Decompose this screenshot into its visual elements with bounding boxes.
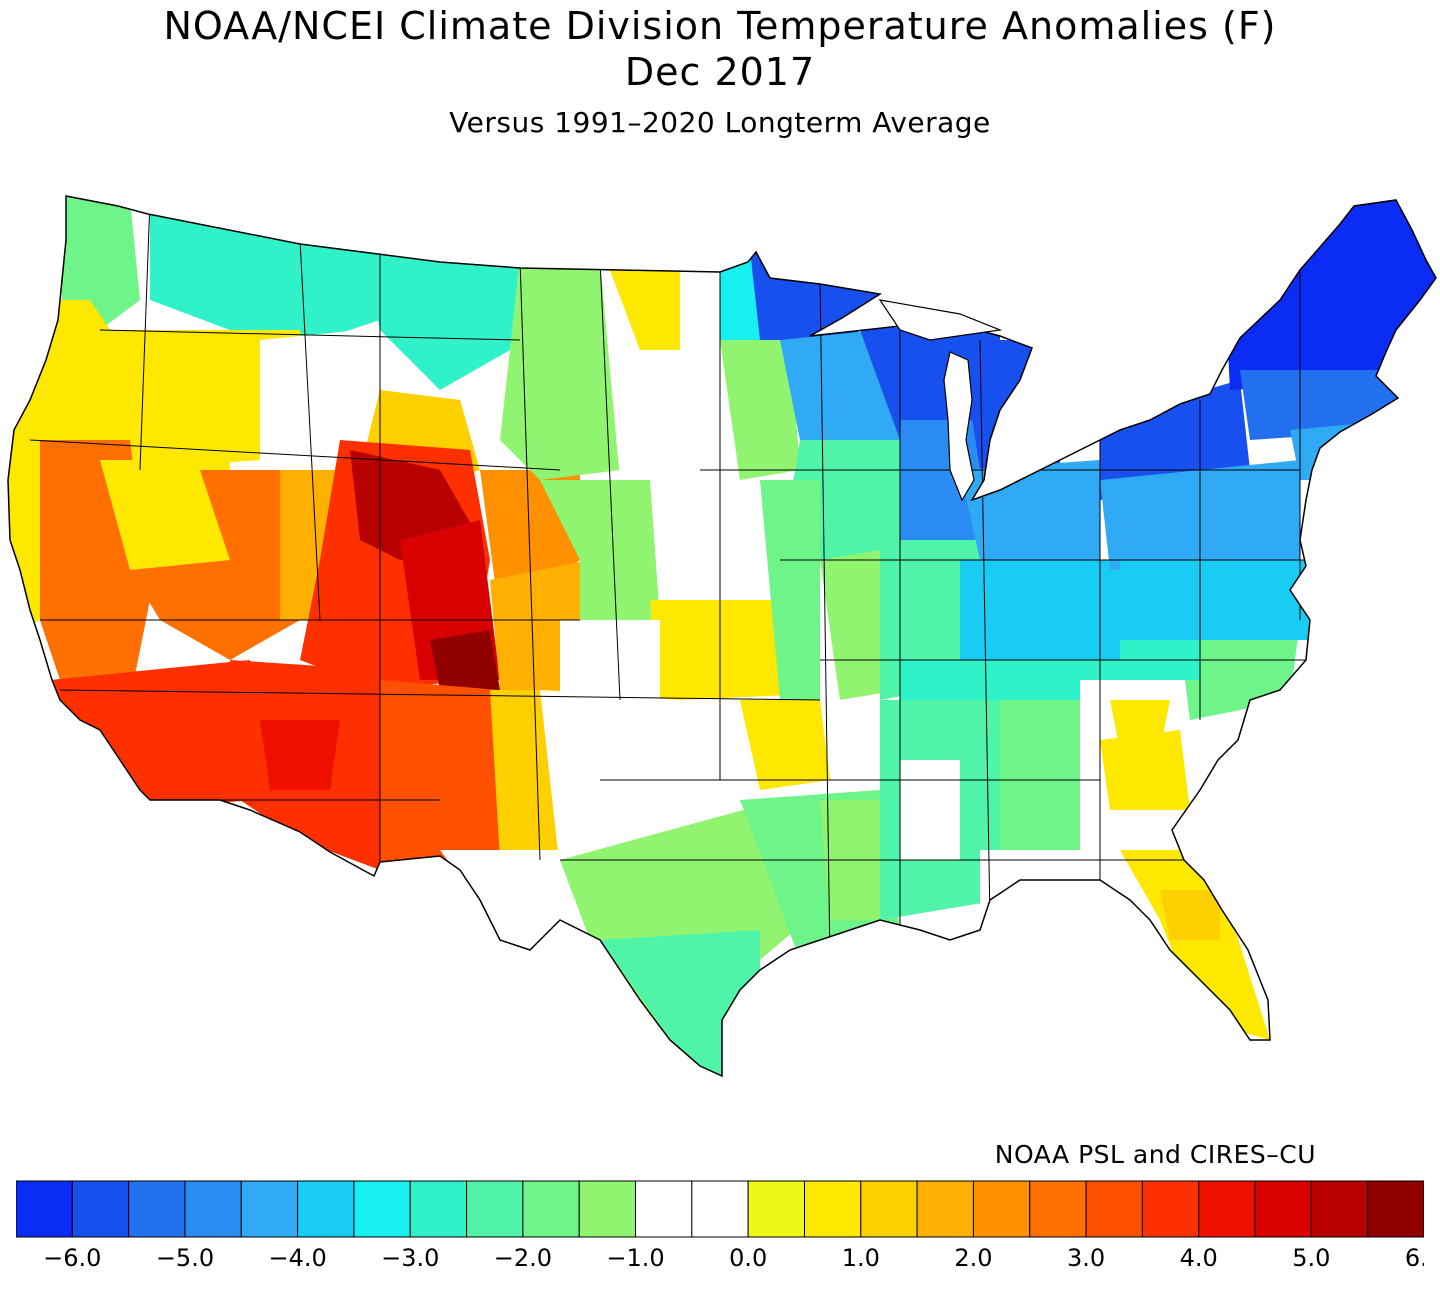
legend-swatch (803, 1180, 862, 1238)
legend-swatch (1254, 1180, 1312, 1238)
region-new-mexico-west (380, 680, 510, 870)
region-missouri-west (760, 480, 820, 700)
legend-swatch (522, 1180, 580, 1238)
us-climate-division-map (7, 195, 1437, 1078)
region-north-dakota-central (610, 270, 680, 350)
legend-swatch (1198, 1180, 1256, 1238)
division-boundaries (8, 199, 1310, 961)
region-nevada-south (130, 470, 300, 660)
region-mid-atlantic (1120, 560, 1310, 640)
region-nebraska-east (650, 480, 780, 600)
legend-swatch (1029, 1180, 1087, 1238)
legend-swatch (466, 1180, 524, 1238)
legend-tick-label: 4.0 (1180, 1244, 1218, 1268)
legend-swatch (1310, 1180, 1369, 1238)
region-montana (360, 230, 520, 390)
legend-tick-label: −4.0 (268, 1244, 326, 1268)
legend-tick-label: 6.0 (1405, 1244, 1424, 1268)
legend-swatch (353, 1180, 411, 1238)
lake-michigan (943, 351, 975, 502)
legend-swatch (747, 1180, 805, 1238)
region-minnesota-south (720, 340, 800, 480)
region-nebraska-west (540, 480, 660, 620)
legend-swatch (860, 1180, 918, 1238)
legend-swatch (16, 1180, 73, 1238)
legend-swatch (1141, 1180, 1200, 1238)
legend-swatch (691, 1180, 749, 1238)
lake-superior (878, 299, 1003, 341)
region-new-mexico-east (490, 690, 560, 860)
legend-swatch (972, 1180, 1031, 1238)
legend-tick-label: 2.0 (954, 1244, 992, 1268)
region-southern-california (50, 660, 250, 810)
region-nevada-north (100, 460, 230, 570)
legend-tick-label: 0.0 (729, 1244, 767, 1268)
legend-swatch (635, 1180, 693, 1238)
region-ohio-valley (960, 560, 1120, 660)
region-kansas-oklahoma (650, 600, 800, 720)
region-mississippi-delta (900, 760, 960, 860)
legend-swatch (916, 1180, 974, 1238)
legend-swatch (578, 1180, 637, 1238)
region-carolina-piedmont (1110, 700, 1170, 750)
legend-swatch (297, 1180, 355, 1238)
region-florida-north-central (1160, 890, 1220, 940)
region-ca-north-coast (8, 440, 40, 640)
legend-tick-label: 5.0 (1292, 1244, 1330, 1268)
region-idaho-south (260, 330, 380, 470)
legend-swatch (184, 1180, 242, 1238)
map-subtitle: Versus 1991–2020 Longterm Average (449, 106, 991, 139)
region-minnesota-west (720, 260, 760, 340)
region-oklahoma-east (740, 700, 830, 790)
region-north-dakota-west (500, 260, 620, 480)
legend-swatch (1085, 1180, 1143, 1238)
legend-swatch (240, 1180, 299, 1238)
legend-swatch (409, 1180, 468, 1238)
legend-tick-label: −1.0 (606, 1244, 664, 1268)
legend-tick-label: −3.0 (381, 1244, 439, 1268)
region-colorado-southwest (430, 630, 500, 690)
legend-tick-label: −2.0 (494, 1244, 552, 1268)
map-period: Dec 2017 (624, 50, 816, 94)
credit-text: NOAA PSL and CIRES–CU (994, 1140, 1316, 1169)
legend-tick-label: −5.0 (156, 1244, 214, 1268)
region-arizona-central (260, 720, 340, 790)
region-texas-south (600, 930, 760, 1076)
region-kansas-west (560, 620, 660, 700)
color-scale-legend: −6.0 −5.0 −4.0 −3.0 −2.0 −1.0 0.0 1.0 2.0 3.0 4.0 5… (16, 1180, 1424, 1268)
legend-swatch (1367, 1180, 1424, 1238)
map-title: NOAA/NCEI Climate Division Temperature A… (163, 4, 1277, 48)
legend-tick-label: 3.0 (1067, 1244, 1105, 1268)
region-wa-coast (60, 196, 140, 330)
legend-tick-label: 1.0 (842, 1244, 880, 1268)
us-outline (7, 195, 1437, 1078)
legend-swatch (128, 1180, 186, 1238)
legend-tick-label: −6.0 (43, 1244, 101, 1268)
legend-swatch (71, 1180, 130, 1238)
region-florida (1120, 850, 1270, 1040)
region-alabama-east (1000, 700, 1090, 850)
